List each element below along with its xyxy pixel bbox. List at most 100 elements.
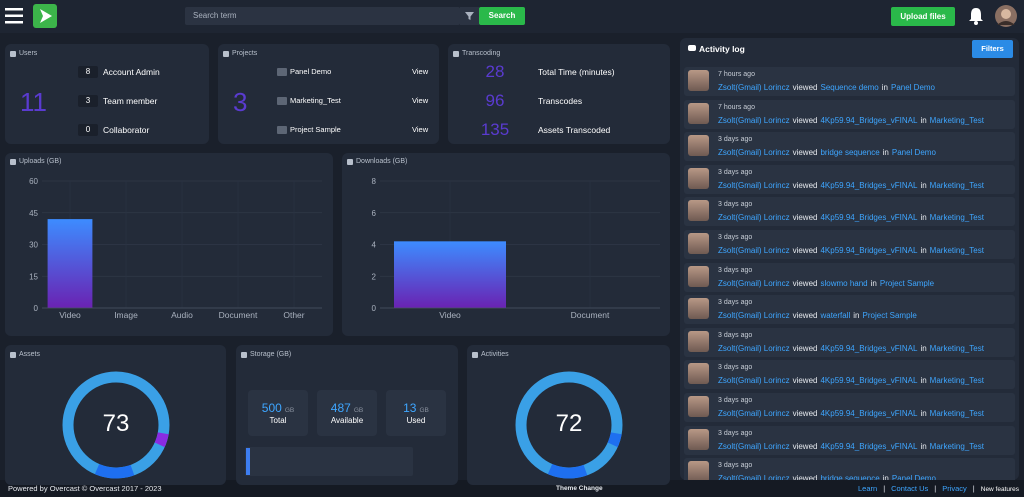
activity-icon [688, 45, 696, 51]
entry-text: Zsolt(Gmail) Lorincz viewed bridge sequenc… [718, 474, 939, 480]
menu-icon[interactable] [5, 8, 23, 24]
footer-link[interactable]: Contact Us [891, 484, 929, 493]
search-input[interactable] [185, 7, 460, 25]
entry-time: 3 days ago [718, 331, 753, 339]
filter-button[interactable] [460, 7, 479, 25]
transcoding-title-icon [453, 51, 459, 57]
theme-change[interactable]: Theme Change [556, 485, 603, 492]
entry-project[interactable]: Marketing_Test [929, 115, 984, 125]
filters-button[interactable]: Filters [972, 40, 1013, 58]
users-title-icon [10, 51, 16, 57]
entry-time: 3 days ago [718, 462, 753, 470]
entry-project[interactable]: Project Sample [879, 278, 935, 288]
entry-asset[interactable]: waterfall [820, 311, 851, 321]
footer-link[interactable]: New features [980, 486, 1020, 493]
y-tick-label: 0 [34, 304, 39, 313]
entry-asset[interactable]: bridge sequence [820, 148, 880, 158]
activity-entry [684, 458, 1015, 480]
entry-asset[interactable]: 4Kp59.94_Bridges_vFINAL [820, 115, 918, 125]
logo[interactable] [33, 4, 57, 28]
footer-link[interactable]: Privacy [942, 484, 967, 493]
folder-icon [277, 97, 287, 105]
entry-user[interactable]: Zsolt(Gmail) Lorincz [718, 409, 790, 418]
project-view[interactable]: View [412, 67, 429, 76]
entry-asset[interactable]: bridge sequence [820, 474, 880, 480]
entry-avatar [688, 233, 709, 254]
storage-title: Storage (GB) [250, 351, 292, 358]
entry-time: 7 hours ago [718, 103, 755, 111]
entry-user[interactable]: Zsolt(Gmail) Lorincz [718, 278, 790, 288]
entry-time: 3 days ago [718, 299, 753, 307]
entry-user[interactable]: Zsolt(Gmail) Lorincz [718, 441, 790, 451]
entry-user[interactable]: Zsolt(Gmail) Lorincz [718, 148, 790, 158]
y-tick-label: 60 [29, 177, 38, 186]
notification-bell[interactable] [968, 7, 984, 25]
entry-user[interactable]: Zsolt(Gmail) Lorincz [718, 343, 790, 353]
entry-user[interactable]: Zsolt(Gmail) Lorincz [718, 83, 790, 92]
entry-asset[interactable]: Sequence demo [820, 83, 879, 92]
entry-asset[interactable]: 4Kp59.94_Bridges_vFINAL [820, 246, 918, 255]
entry-asset[interactable]: 4Kp59.94_Bridges_vFINAL [820, 409, 918, 418]
x-tick-label: Image [114, 310, 138, 320]
entry-avatar [688, 298, 709, 320]
transcoding-title: Transcoding [462, 50, 501, 57]
transcoding-label: Total Time (minutes) [538, 67, 615, 77]
entry-project[interactable]: Project Sample [862, 311, 917, 321]
users-panel [5, 44, 209, 144]
entry-project[interactable]: Marketing_Test [929, 343, 984, 353]
storage-box [386, 390, 446, 436]
search-button[interactable]: Search [479, 7, 525, 25]
activity-entry [684, 425, 1015, 455]
entry-user[interactable]: Zsolt(Gmail) Lorincz [718, 115, 790, 125]
user-avatar[interactable] [995, 5, 1017, 27]
projects-panel [218, 44, 439, 144]
transcoding-value: 28 [485, 62, 505, 81]
bar [394, 241, 506, 308]
users-count: 8 [78, 66, 98, 78]
entry-prep: in [920, 441, 927, 451]
project-view[interactable]: View [412, 96, 429, 105]
entry-prep: in [870, 278, 877, 288]
entry-project[interactable]: Marketing_Test [929, 441, 984, 451]
entry-user[interactable]: Zsolt(Gmail) Lorincz [718, 311, 790, 321]
entry-project[interactable]: Panel Demo [891, 474, 936, 480]
project-name: Project Sample [290, 125, 341, 134]
entry-verb: viewed [792, 246, 818, 255]
storage-unit: GB [284, 407, 295, 414]
downloads_chart-title-icon [347, 159, 353, 165]
entry-text: Zsolt(Gmail) Lorincz viewed 4Kp59.94_Bridg… [718, 344, 987, 353]
entry-time: 3 days ago [718, 168, 753, 176]
entry-prep: in [920, 409, 927, 418]
footer-link[interactable]: Learn [858, 484, 878, 493]
entry-project[interactable]: Marketing_Test [929, 376, 984, 386]
entry-asset[interactable]: 4Kp59.94_Bridges_vFINAL [820, 180, 918, 190]
entry-asset[interactable]: 4Kp59.94_Bridges_vFINAL [820, 213, 918, 223]
entry-user[interactable]: Zsolt(Gmail) Lorincz [718, 474, 790, 480]
entry-asset[interactable]: 4Kp59.94_Bridges_vFINAL [820, 376, 918, 386]
donut-segment [62, 371, 170, 479]
storage-value: 13 [403, 401, 417, 415]
project-name: Panel Demo [290, 67, 332, 76]
entry-project[interactable]: Panel Demo [890, 83, 936, 92]
entry-text: Zsolt(Gmail) Lorincz viewed waterfall in Pro… [718, 311, 920, 320]
entry-user[interactable]: Zsolt(Gmail) Lorincz [718, 213, 790, 223]
entry-project[interactable]: Marketing_Test [929, 409, 984, 418]
entry-time: 3 days ago [718, 234, 753, 241]
entry-user[interactable]: Zsolt(Gmail) Lorincz [718, 246, 790, 255]
entry-project[interactable]: Marketing_Test [929, 180, 984, 190]
entry-project[interactable]: Panel Demo [891, 148, 936, 158]
entry-user[interactable]: Zsolt(Gmail) Lorincz [718, 376, 790, 386]
entry-asset[interactable]: 4Kp59.94_Bridges_vFINAL [820, 343, 918, 353]
entry-user[interactable]: Zsolt(Gmail) Lorincz [718, 180, 790, 190]
project-view[interactable]: View [412, 125, 429, 134]
entry-avatar [688, 330, 709, 352]
entry-project[interactable]: Marketing_Test [929, 246, 984, 255]
entry-asset[interactable]: slowmo hand [820, 278, 868, 288]
assets-title-icon [10, 352, 16, 358]
y-tick-label: 6 [372, 209, 377, 218]
entry-asset[interactable]: 4Kp59.94_Bridges_vFINAL [820, 441, 918, 451]
entry-project[interactable]: Marketing_Test [929, 213, 984, 223]
entry-text: Zsolt(Gmail) Lorincz viewed 4Kp59.94_Bridg… [718, 181, 987, 190]
upload-button[interactable]: Upload files [891, 7, 955, 26]
entry-avatar [688, 461, 709, 480]
